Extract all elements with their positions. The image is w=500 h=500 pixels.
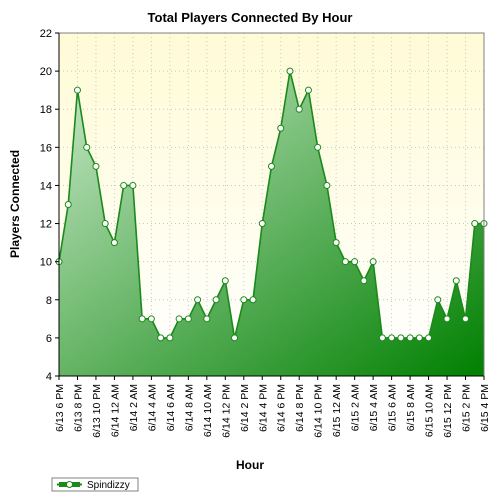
x-axis-title: Hour	[236, 458, 264, 472]
data-point	[101, 220, 109, 228]
data-point	[415, 334, 423, 342]
series-area-fill	[59, 71, 484, 377]
x-tick-label: 6/14 2 AM	[128, 384, 140, 431]
data-point	[443, 315, 451, 323]
x-tick-label: 6/14 8 PM	[294, 384, 306, 432]
x-tick-label: 6/15 8 AM	[405, 384, 417, 431]
x-tick-label: 6/14 10 PM	[313, 384, 325, 438]
data-point	[452, 277, 460, 285]
x-tick-label: 6/14 12 AM	[109, 384, 121, 437]
data-point	[110, 239, 118, 247]
data-point	[378, 334, 386, 342]
data-point	[157, 334, 165, 342]
data-point	[425, 334, 433, 342]
y-tick-label: 18	[40, 104, 52, 116]
data-point	[240, 296, 248, 304]
y-tick-label: 6	[46, 333, 52, 345]
data-point	[120, 181, 128, 189]
legend-marker	[66, 481, 73, 488]
data-point	[323, 181, 331, 189]
data-point	[249, 296, 257, 304]
data-point	[175, 315, 183, 323]
data-point	[388, 334, 396, 342]
y-tick-label: 4	[46, 371, 52, 383]
data-point	[73, 86, 81, 94]
data-point	[360, 277, 368, 285]
data-point	[212, 296, 220, 304]
legend: Spindizzy	[51, 477, 139, 492]
data-point	[64, 201, 72, 208]
data-point	[147, 315, 155, 323]
data-point	[471, 220, 479, 228]
y-tick-label: 16	[40, 142, 52, 154]
x-tick-label: 6/13 10 PM	[91, 384, 103, 438]
data-point	[397, 334, 405, 342]
data-point	[221, 277, 229, 285]
y-tick-label: 22	[40, 28, 52, 40]
x-tick-label: 6/15 4 AM	[368, 384, 380, 431]
data-point	[341, 258, 349, 266]
x-tick-label: 6/14 4 PM	[257, 384, 269, 432]
data-point	[268, 162, 275, 170]
data-point	[304, 86, 312, 94]
x-tick-label: 6/15 4 PM	[479, 384, 491, 432]
data-point	[332, 239, 340, 247]
x-tick-label: 6/13 8 PM	[72, 384, 84, 432]
data-point	[406, 334, 414, 342]
data-point	[277, 124, 285, 132]
x-tick-label: 6/14 6 AM	[165, 384, 177, 431]
data-point	[434, 296, 442, 304]
data-point	[462, 315, 470, 323]
y-tick-label: 12	[40, 219, 52, 231]
chart-title: Total Players Connected By Hour	[148, 10, 353, 25]
x-tick-label: 6/15 2 PM	[461, 384, 473, 432]
legend-box	[51, 477, 139, 492]
y-tick-label: 10	[40, 257, 52, 269]
data-point	[166, 334, 174, 342]
y-axis-title: Players Connected	[8, 150, 22, 258]
x-tick-labels: 6/13 6 PM 6/13 8 PM 6/13 10 PM 6/14 12 AM 6/…	[54, 384, 491, 438]
data-point	[258, 220, 266, 228]
data-point	[369, 258, 377, 266]
x-tick-label: 6/14 10 AM	[202, 384, 214, 437]
x-tick-label: 6/15 10 AM	[424, 384, 436, 437]
x-tick-label: 6/13 6 PM	[54, 384, 66, 432]
data-point	[351, 258, 359, 266]
series-area	[59, 71, 484, 377]
x-tick-label: 6/14 4 AM	[146, 384, 158, 431]
data-point	[129, 181, 137, 189]
data-point	[231, 334, 239, 342]
x-tick-label: 6/15 6 AM	[387, 384, 399, 431]
x-tick-label: 6/14 12 PM	[220, 384, 232, 438]
y-tick-label: 8	[46, 295, 52, 307]
y-tick-labels: 4 6 8 10 12 14 16 18 20 22	[40, 28, 52, 383]
data-point	[138, 315, 146, 323]
x-tick-label: 6/14 6 PM	[276, 384, 288, 432]
data-point	[286, 67, 294, 75]
data-point	[314, 143, 322, 151]
data-point	[83, 143, 91, 151]
x-tick-label: 6/15 2 AM	[350, 384, 362, 431]
x-tick-label: 6/14 8 AM	[183, 384, 195, 431]
data-point	[194, 296, 202, 304]
x-tick-label: 6/15 12 AM	[331, 384, 343, 437]
data-point	[92, 162, 100, 170]
x-tick-label: 6/15 12 PM	[442, 384, 454, 438]
data-point	[203, 315, 211, 323]
data-point	[295, 105, 303, 113]
y-tick-label: 14	[40, 180, 52, 192]
data-point	[184, 315, 192, 323]
axes	[55, 32, 485, 380]
y-tick-label: 20	[40, 66, 52, 78]
x-tick-label: 6/14 2 PM	[239, 384, 251, 432]
legend-label: Spindizzy	[87, 480, 130, 491]
